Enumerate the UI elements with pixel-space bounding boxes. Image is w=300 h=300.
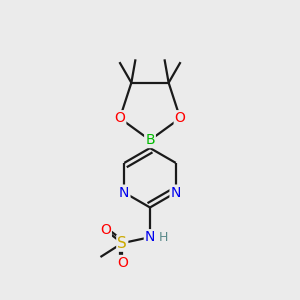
- Text: H: H: [159, 231, 169, 244]
- Text: O: O: [175, 111, 186, 125]
- Text: O: O: [117, 256, 128, 270]
- Text: O: O: [114, 111, 125, 125]
- Text: B: B: [145, 133, 155, 147]
- Text: S: S: [117, 236, 127, 250]
- Text: N: N: [119, 186, 129, 200]
- Text: O: O: [100, 223, 111, 237]
- Text: N: N: [145, 230, 155, 244]
- Text: N: N: [171, 186, 181, 200]
